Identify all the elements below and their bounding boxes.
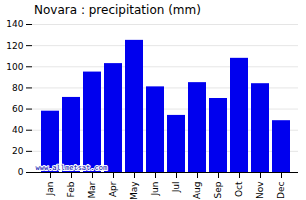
svg-text:80: 80 [12,83,24,93]
svg-text:120: 120 [6,41,23,51]
svg-text:140: 140 [6,19,23,29]
svg-text:Feb: Feb [66,181,76,197]
svg-text:Jan: Jan [45,182,55,197]
svg-text:Sep: Sep [213,181,223,198]
svg-text:Oct: Oct [234,181,244,197]
svg-text:Nov: Nov [255,181,265,199]
svg-text:40: 40 [12,125,24,135]
svg-text:www.allmetsat.com: www.allmetsat.com [36,164,108,172]
svg-text:20: 20 [12,146,24,156]
svg-text:100: 100 [6,62,23,72]
svg-text:60: 60 [12,104,24,114]
svg-text:Mar: Mar [87,181,97,198]
svg-text:Dec: Dec [276,181,286,198]
html-text:Novara : precipitation (mm): Novara : precipitation (mm) [34,3,201,17]
svg-text:Jun: Jun [150,182,160,197]
svg-text:Apr: Apr [108,181,118,197]
svg-text:0: 0 [18,167,24,177]
svg-text:Jul: Jul [171,182,181,194]
svg-text:Aug: Aug [192,182,202,200]
svg-text:May: May [129,181,139,200]
